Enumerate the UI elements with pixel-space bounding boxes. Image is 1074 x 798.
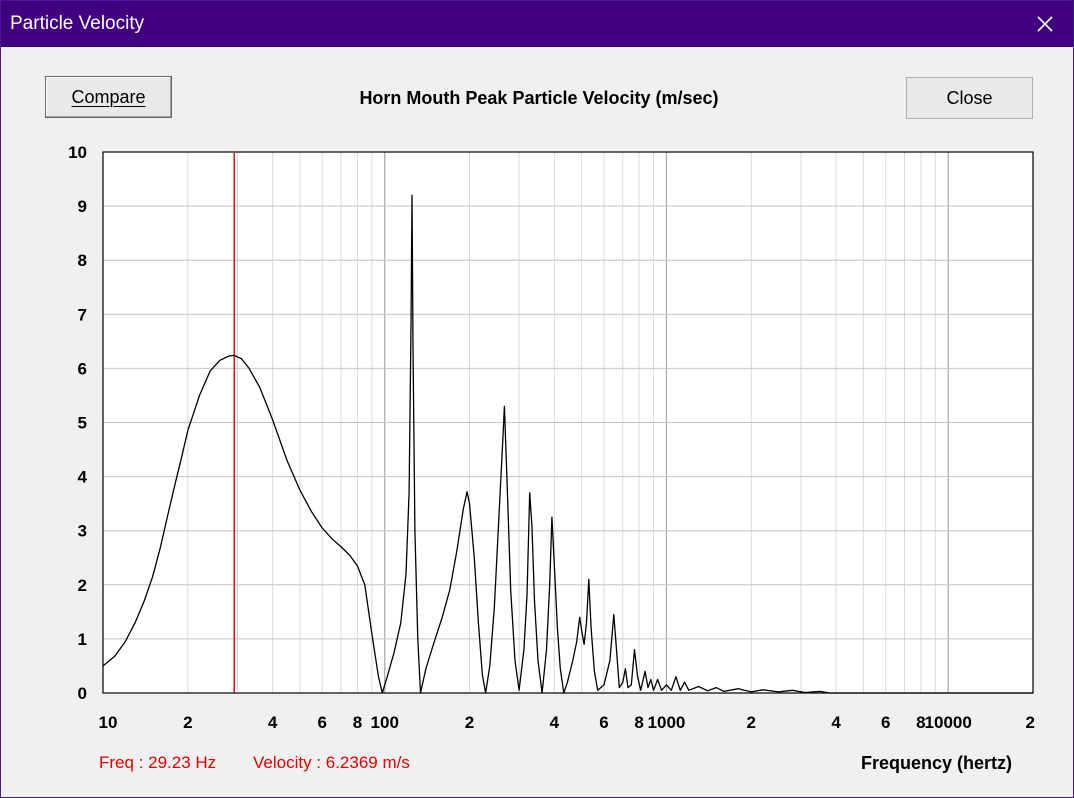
close-icon — [1037, 16, 1053, 32]
x-tick-label: 100 — [371, 713, 399, 732]
x-tick-label: 2 — [1026, 713, 1035, 732]
y-tick-label: 5 — [78, 414, 87, 433]
close-button[interactable]: Close — [906, 77, 1033, 119]
x-tick-label: 6 — [599, 713, 608, 732]
y-tick-labels: 0 1 2 3 4 5 6 7 8 9 10 — [68, 143, 87, 703]
y-tick-label: 0 — [78, 684, 87, 703]
plot-frame — [102, 151, 1034, 694]
y-tick-label: 8 — [78, 251, 87, 270]
y-tick-label: 1 — [78, 630, 87, 649]
grid-lines — [103, 152, 1034, 693]
y-tick-label: 3 — [78, 522, 87, 541]
y-tick-label: 9 — [78, 197, 87, 216]
x-tick-label: 4 — [831, 713, 841, 732]
window-close-button[interactable] — [1017, 1, 1073, 47]
x-tick-label: 8 — [353, 713, 362, 732]
x-tick-label: 10 — [99, 713, 118, 732]
x-tick-label: 6 — [881, 713, 890, 732]
x-tick-label: 6 — [317, 713, 326, 732]
x-axis-label: Frequency (hertz) — [861, 753, 1013, 773]
velocity-curve — [102, 194, 1033, 694]
title-bar: Particle Velocity — [1, 1, 1073, 47]
x-tick-label: 4 — [268, 713, 278, 732]
y-tick-label: 2 — [78, 576, 87, 595]
chart-title: Horn Mouth Peak Particle Velocity (m/sec… — [359, 88, 719, 108]
x-tick-label: 2 — [465, 713, 474, 732]
x-tick-label: 8 — [916, 713, 925, 732]
y-tick-label: 10 — [68, 143, 87, 162]
compare-button-label: Compare — [71, 86, 146, 107]
x-tick-label: 4 — [550, 713, 560, 732]
window-title: Particle Velocity — [10, 13, 145, 34]
x-tick-label: 2 — [747, 713, 756, 732]
velocity-readout: Velocity : 6.2369 m/s — [253, 753, 410, 772]
y-tick-label: 7 — [78, 305, 87, 324]
x-tick-label: 1000 — [648, 713, 686, 732]
x-tick-label: 8 — [634, 713, 643, 732]
x-tick-label: 10000 — [925, 713, 972, 732]
curve-layer — [102, 194, 1033, 694]
y-tick-label: 6 — [78, 359, 87, 378]
freq-readout: Freq : 29.23 Hz — [99, 753, 217, 772]
x-tick-label: 2 — [183, 713, 192, 732]
compare-button[interactable]: Compare — [45, 76, 172, 118]
y-tick-label: 4 — [78, 468, 88, 487]
